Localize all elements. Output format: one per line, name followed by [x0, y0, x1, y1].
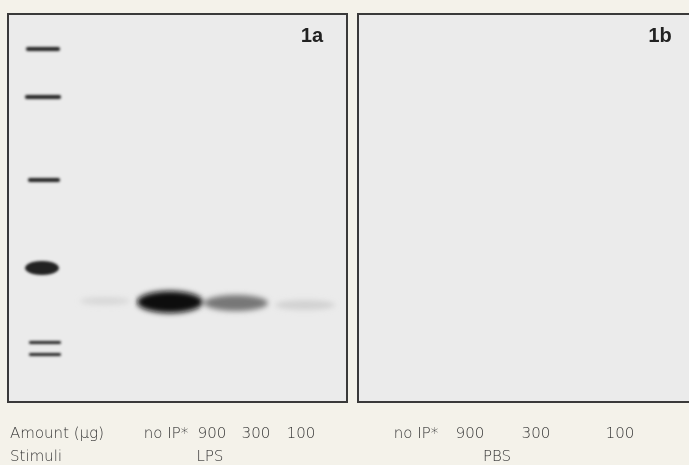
lane-label: 100 [287, 424, 316, 442]
blot-panel-b [357, 13, 689, 403]
lane-label: 100 [606, 424, 635, 442]
sample-bands [80, 291, 335, 313]
panel-label: 1b [648, 25, 671, 47]
blot-panel-a [7, 13, 348, 403]
stimulus-label: PBS [483, 447, 511, 465]
lane-label: 900 [198, 424, 227, 442]
row-label: Amount (µg) [10, 424, 104, 442]
lane-label: no IP* [394, 424, 438, 442]
row-label: Stimuli [10, 447, 62, 465]
lane-label: no IP* [144, 424, 188, 442]
panel-label: 1a [301, 25, 324, 47]
lane-label: 900 [456, 424, 485, 442]
ladder [25, 47, 61, 356]
stimulus-label: LPS [197, 447, 224, 465]
lane-label: 300 [522, 424, 551, 442]
lane-label: 300 [242, 424, 271, 442]
